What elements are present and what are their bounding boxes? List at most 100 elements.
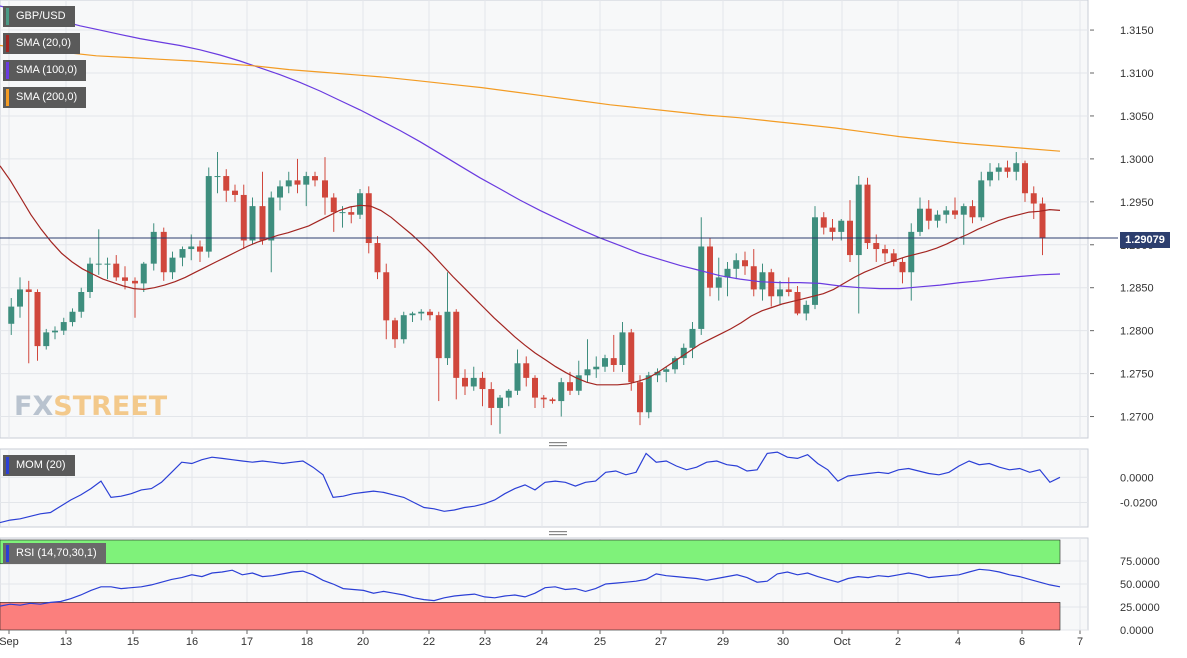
candle-body (479, 377, 486, 390)
candle-body (470, 377, 477, 387)
candle-body (197, 246, 203, 252)
x-tick-label: 16 (186, 636, 198, 648)
candle-body (188, 246, 195, 250)
x-tick-label: 13 (60, 636, 72, 648)
candle-body (1039, 203, 1046, 238)
candle-body (829, 227, 836, 232)
candle-body (214, 176, 221, 178)
legend-sma100[interactable]: SMA (100,0) (3, 60, 87, 81)
candle-body (240, 194, 247, 241)
x-tick-label: 7 (1077, 636, 1083, 648)
rsi-overbought-zone (0, 539, 1061, 565)
y-tick-label-rsi: 0.0000 (1120, 625, 1154, 637)
rsi-oversold-zone (0, 602, 1061, 631)
candle-body (838, 220, 845, 232)
candle-body (277, 186, 283, 198)
candle-body (812, 217, 818, 305)
x-tick-label: 24 (536, 636, 548, 648)
candle-body (43, 332, 50, 347)
candle-body (140, 263, 147, 284)
candle-body (864, 184, 871, 244)
x-tick-label: 20 (357, 636, 369, 648)
candle-body (777, 289, 783, 297)
y-tick-label-main: 1.2750 (1120, 369, 1154, 381)
candle-body (794, 292, 801, 314)
candle-body (584, 369, 591, 376)
legend-swatch-momentum (6, 457, 9, 474)
legend-rsi[interactable]: RSI (14,70,30,1) (3, 543, 106, 564)
candle-body (558, 382, 565, 402)
candle-body (1004, 167, 1011, 172)
candle-body (418, 311, 425, 314)
candle-body (60, 322, 67, 331)
candle-body (882, 249, 888, 254)
watermark-street: STREET (53, 391, 168, 422)
candle-body (268, 197, 275, 241)
candle-body (150, 231, 157, 264)
candle-body (540, 397, 547, 400)
legend-label: SMA (100,0) (16, 64, 78, 76)
y-tick-label-main: 1.2950 (1120, 197, 1154, 209)
candle-body (409, 313, 416, 316)
x-tick-label: Oct (833, 636, 850, 648)
candle-body (453, 311, 460, 378)
y-tick-label-main: 1.3150 (1120, 25, 1154, 37)
x-tick-label: 23 (479, 636, 491, 648)
x-tick-label: 6 (1019, 636, 1025, 648)
candle-body (17, 289, 23, 307)
candle-body (435, 315, 442, 359)
legend-sma20[interactable]: SMA (20,0) (3, 33, 81, 54)
candle-body (365, 193, 372, 244)
x-tick-label: 29 (717, 636, 729, 648)
candle-body (294, 180, 301, 185)
panel-splitter-2b (549, 534, 567, 536)
candle-body (259, 206, 266, 241)
fxstreet-watermark: FXSTREET (14, 391, 167, 422)
candle-body (348, 212, 355, 215)
x-tick-label: 25 (594, 636, 606, 648)
candle-body (383, 272, 390, 321)
sma20-line (0, 165, 1061, 386)
x-tick-label: 22 (423, 636, 435, 648)
candle-body (223, 176, 230, 191)
candle-body (698, 246, 705, 329)
y-tick-label-rsi: 25.0000 (1120, 602, 1160, 614)
candle-body (78, 292, 85, 312)
legend-gbpusd[interactable]: GBP/USD (3, 6, 75, 27)
momentum-line (0, 451, 1061, 524)
candle-body (567, 382, 573, 391)
y-tick-label-main: 1.3050 (1120, 111, 1154, 123)
candle-body (169, 257, 176, 273)
candle-body (132, 280, 138, 284)
candle-body (374, 243, 381, 273)
candle-body (785, 289, 792, 292)
candle-body (122, 277, 128, 281)
legend-label: RSI (14,70,30,1) (16, 547, 97, 559)
x-tick-label: Sep (0, 636, 19, 648)
candle-body (987, 171, 993, 181)
legend-momentum[interactable]: MOM (20) (3, 455, 75, 476)
watermark-fx: FX (14, 391, 54, 422)
candle-body (1022, 163, 1028, 194)
candle-body (742, 260, 748, 267)
panel-splitter-1b (549, 445, 567, 447)
candle-body (104, 263, 111, 265)
candle-body (357, 193, 363, 215)
y-tick-label-rsi: 75.0000 (1120, 556, 1160, 568)
y-tick-label-main: 1.2800 (1120, 326, 1154, 338)
current-price-label: 1.29079 (1120, 232, 1170, 248)
candle-body (113, 263, 120, 278)
candle-body (637, 382, 643, 413)
candle-body (960, 206, 967, 215)
candle-body (969, 206, 976, 218)
candle-body (707, 246, 713, 288)
legend-swatch-rsi (6, 545, 9, 562)
candle-body (645, 375, 652, 413)
legend-sma200[interactable]: SMA (200,0) (3, 87, 87, 108)
candle-body (8, 306, 15, 324)
y-tick-label-rsi: 50.0000 (1120, 579, 1160, 591)
candle-body (249, 206, 256, 241)
legend-label: GBP/USD (16, 10, 66, 22)
candle-body (680, 347, 687, 359)
